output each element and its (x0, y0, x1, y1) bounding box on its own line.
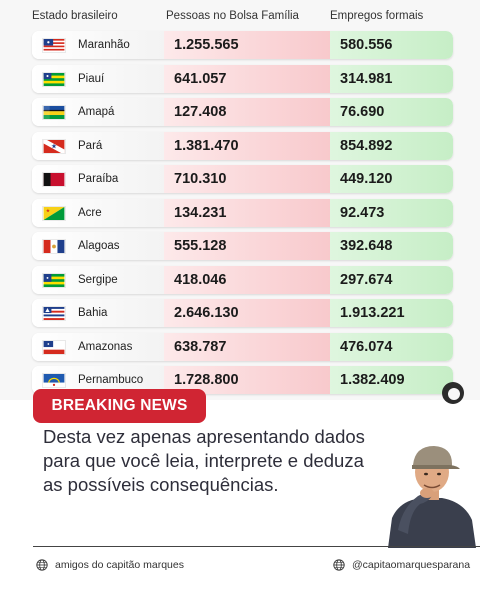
empregos-value: 76.690 (340, 104, 385, 120)
header-bolsa: Pessoas no Bolsa Família (166, 10, 299, 22)
table-row: Bahia 2.646.130 1.913.221 (32, 299, 453, 327)
bolsa-value: 1.381.470 (174, 137, 239, 154)
state-name: Pará (78, 139, 103, 152)
para-flag-icon (42, 138, 66, 154)
table-row: Sergipe 418.046 297.674 (32, 265, 453, 294)
state-name: Alagoas (78, 240, 120, 252)
state-name: Piauí (78, 72, 105, 85)
bolsa-value: 638.787 (174, 338, 227, 355)
empregos-value: 297.674 (340, 271, 393, 288)
body-text: Desta vez apenas apresentando dados para… (43, 426, 365, 495)
bolsa-value: 710.310 (174, 171, 227, 187)
table-row: Maranhão 1.255.565 580.556 (32, 31, 453, 59)
footer-left-text: amigos do capitão marques (55, 559, 184, 571)
paraiba-flag-icon (42, 172, 66, 187)
table-row: Pará 1.381.470 854.892 (32, 131, 453, 160)
footer-left: amigos do capitão marques (36, 559, 184, 571)
table-row: Amapá 127.408 76.690 (32, 98, 453, 126)
table-row: Acre 134.231 92.473 (32, 198, 453, 227)
header-empregos: Empregos formais (330, 10, 424, 22)
empregos-value: 580.556 (340, 37, 393, 53)
bolsa-value: 1.728.800 (174, 372, 239, 388)
man-thinking-illustration (388, 446, 476, 548)
bolsa-value: 134.231 (174, 204, 227, 221)
piaui-flag-icon (42, 71, 66, 87)
footer-right: @capitaomarquesparana (333, 559, 470, 571)
table-rows: Maranhão 1.255.565 580.556 Piauí 641.057… (32, 31, 453, 400)
sergipe-flag-icon (42, 272, 66, 288)
table-row: Piauí 641.057 314.981 (32, 64, 453, 93)
alagoas-flag-icon (42, 239, 66, 254)
empregos-value: 314.981 (340, 70, 393, 87)
pernambuco-flag-icon (42, 373, 66, 388)
empregos-value: 476.074 (340, 338, 393, 355)
empregos-value: 854.892 (340, 137, 393, 154)
amazonas-flag-icon (42, 339, 66, 355)
bolsa-value: 1.255.565 (174, 37, 239, 53)
breaking-news-banner: BREAKING NEWS (33, 389, 206, 423)
empregos-value: 1.913.221 (340, 305, 405, 321)
bolsa-value: 2.646.130 (174, 305, 239, 321)
state-name: Amazonas (78, 340, 133, 353)
globe-icon (333, 559, 345, 571)
state-name: Amapá (78, 106, 115, 118)
bolsa-value: 127.408 (174, 104, 227, 120)
decorative-ring-icon (442, 382, 464, 404)
globe-icon (36, 559, 48, 571)
data-table: Estado brasileiro Pessoas no Bolsa Famíl… (32, 10, 464, 404)
empregos-value: 1.382.409 (340, 372, 405, 388)
footer-divider (33, 546, 480, 547)
table-row: Paraíba 710.310 449.120 (32, 165, 453, 193)
footer-right-text: @capitaomarquesparana (352, 559, 471, 571)
state-name: Bahia (78, 307, 108, 319)
bolsa-value: 418.046 (174, 271, 227, 288)
empregos-value: 92.473 (340, 204, 385, 221)
maranhao-flag-icon (42, 38, 66, 53)
state-name: Acre (78, 206, 102, 219)
table-row: Alagoas 555.128 392.648 (32, 232, 453, 260)
amapa-flag-icon (42, 105, 66, 120)
bahia-flag-icon (42, 306, 66, 321)
state-name: Paraíba (78, 173, 119, 185)
header-state: Estado brasileiro (32, 10, 118, 22)
state-name: Pernambuco (78, 374, 144, 386)
acre-flag-icon (42, 205, 66, 221)
empregos-value: 392.648 (340, 238, 393, 254)
state-name: Maranhão (78, 39, 130, 51)
empregos-value: 449.120 (340, 171, 393, 187)
bolsa-value: 555.128 (174, 238, 227, 254)
state-name: Sergipe (78, 273, 118, 286)
bolsa-value: 641.057 (174, 70, 227, 87)
table-row: Amazonas 638.787 476.074 (32, 332, 453, 361)
